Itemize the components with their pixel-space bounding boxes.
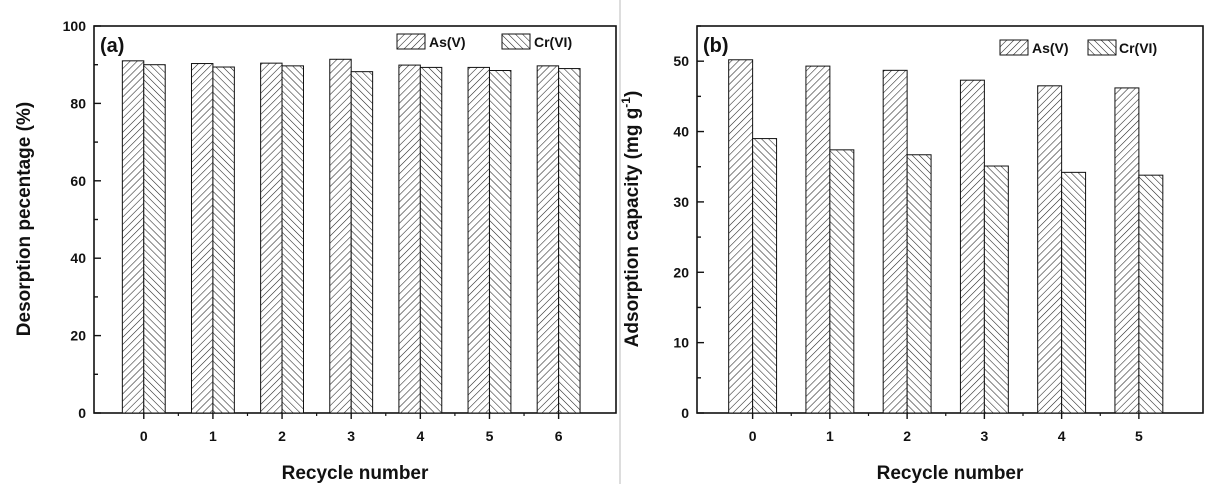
bar-as-3 xyxy=(959,79,985,414)
y-axis-title-a: Desorption pecentage (%) xyxy=(14,102,35,336)
bar-cr-1 xyxy=(212,66,235,414)
bar-as-5 xyxy=(467,66,490,414)
legend-swatch-cr-b xyxy=(1087,39,1117,56)
panel-label-a: (a) xyxy=(100,35,124,57)
x-tick-label: 3 xyxy=(347,428,355,444)
bar-cr-3 xyxy=(983,165,1009,414)
bar-as-2 xyxy=(882,69,908,414)
y-axis-title-b-end: ) xyxy=(622,91,643,97)
x-tick-label: 5 xyxy=(1135,428,1143,444)
x-tick-label: 0 xyxy=(749,428,757,444)
y-ticks-a: 0 20 40 60 80 100 xyxy=(63,18,101,421)
x-tick-label: 2 xyxy=(278,428,286,444)
x-tick-label: 0 xyxy=(140,428,148,444)
x-tick-label: 4 xyxy=(1058,428,1066,444)
bar-as-0 xyxy=(121,60,145,414)
bar-cr-5 xyxy=(488,70,512,414)
y-axis-title-b: Adsorption capacity (mg g-1) xyxy=(619,91,643,348)
x-tick-label: 1 xyxy=(826,428,834,444)
y-tick-label: 80 xyxy=(70,95,86,111)
y-tick-label: 50 xyxy=(673,53,689,69)
x-ticks-a: 0 1 2 3 4 5 6 xyxy=(140,413,563,444)
bar-as-4 xyxy=(398,64,421,414)
legend-label-as: As(V) xyxy=(429,34,466,50)
bar-cr-4 xyxy=(1061,171,1087,414)
y-tick-label: 30 xyxy=(673,194,689,210)
y-tick-label: 60 xyxy=(70,173,86,189)
y-axis-title-b-main: Adsorption capacity (mg g xyxy=(622,108,643,348)
y-axis-title-b-sup: -1 xyxy=(619,97,633,108)
bars-a xyxy=(121,58,581,414)
bar-cr-3 xyxy=(350,71,374,414)
y-tick-label: 20 xyxy=(673,264,689,280)
legend-label-cr: Cr(VI) xyxy=(534,34,572,50)
x-tick-label: 1 xyxy=(209,428,217,444)
y-tick-label: 0 xyxy=(78,405,86,421)
legend-swatch-cr xyxy=(501,33,531,50)
x-tick-label: 6 xyxy=(555,428,563,444)
bar-as-4 xyxy=(1037,85,1063,414)
x-tick-label: 5 xyxy=(486,428,494,444)
bar-as-1 xyxy=(805,65,831,414)
bar-as-0 xyxy=(728,59,754,414)
plot-frame-b xyxy=(696,25,1204,414)
bar-as-1 xyxy=(190,63,214,414)
bar-cr-5 xyxy=(1138,174,1164,414)
bar-as-3 xyxy=(329,58,352,414)
bar-as-6 xyxy=(536,65,560,414)
x-ticks-b: 0 1 2 3 4 5 xyxy=(749,413,1143,444)
bar-cr-6 xyxy=(558,68,581,414)
y-ticks-b: 0 10 20 30 40 50 xyxy=(673,25,704,421)
legend-swatch-as xyxy=(396,33,426,50)
y-tick-label: 20 xyxy=(70,328,86,344)
y-tick-label: 100 xyxy=(63,18,87,34)
bar-cr-2 xyxy=(281,65,304,414)
bar-cr-0 xyxy=(143,64,166,414)
x-tick-label: 4 xyxy=(416,428,424,444)
y-tick-label: 0 xyxy=(681,405,689,421)
bar-cr-1 xyxy=(829,149,855,414)
bar-as-2 xyxy=(260,62,283,414)
bar-cr-2 xyxy=(906,154,932,414)
chart-panel-a: 0 20 40 60 80 100 0 1 2 3 4 5 6 (a) As(V) Cr(VI) Re… xyxy=(14,18,617,484)
legend-a: As(V) Cr(VI) xyxy=(396,33,572,50)
legend-swatch-as-b xyxy=(999,39,1029,56)
legend-label-as-b: As(V) xyxy=(1032,40,1069,56)
bars-b xyxy=(728,59,1164,414)
legend-b: As(V) Cr(VI) xyxy=(999,39,1157,56)
panel-label-b: (b) xyxy=(703,35,729,57)
bar-cr-4 xyxy=(419,66,443,414)
y-tick-label: 40 xyxy=(673,124,689,140)
x-axis-title-a: Recycle number xyxy=(282,463,429,484)
x-axis-title-b: Recycle number xyxy=(877,463,1024,484)
y-tick-label: 40 xyxy=(70,250,86,266)
chart-panel-b: 0 10 20 30 40 50 0 1 2 3 4 5 (b) As(V) Cr(VI) Recy… xyxy=(619,25,1204,484)
bar-cr-0 xyxy=(752,138,778,414)
x-tick-label: 3 xyxy=(980,428,988,444)
bar-as-5 xyxy=(1114,87,1140,414)
legend-label-cr-b: Cr(VI) xyxy=(1119,40,1157,56)
x-tick-label: 2 xyxy=(903,428,911,444)
y-tick-label: 10 xyxy=(673,335,689,351)
